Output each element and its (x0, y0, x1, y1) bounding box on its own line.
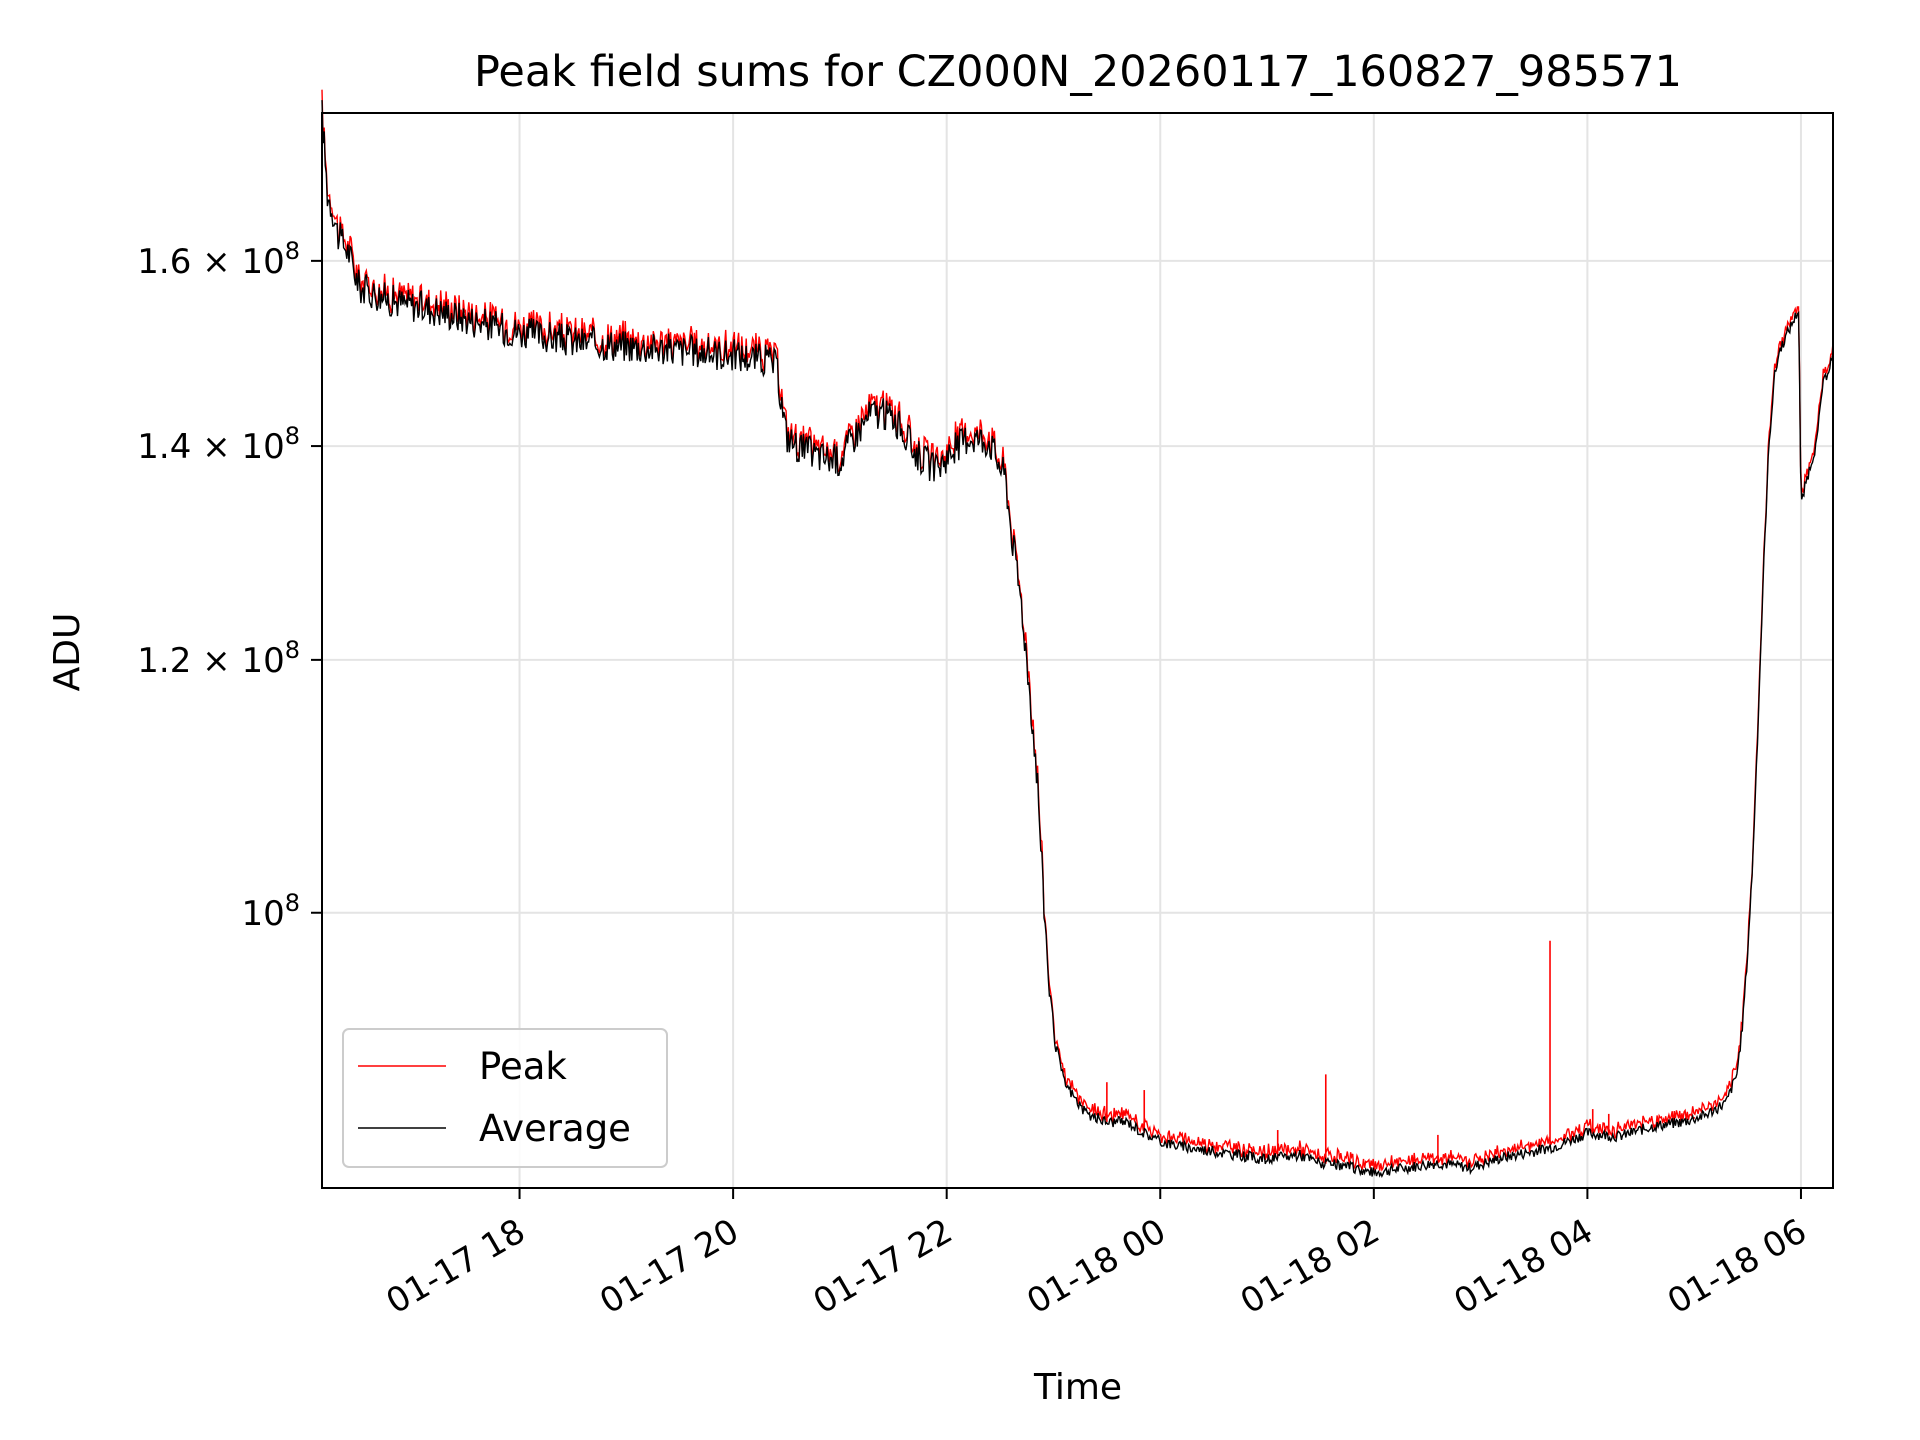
y-tick-label: 1.2 × 108 (137, 636, 300, 681)
grid (322, 113, 1833, 1188)
y-tick-label: 1.6 × 108 (137, 237, 300, 282)
y-tick-label: 1.4 × 108 (137, 422, 300, 467)
series-peak-line (321, 89, 1834, 1172)
legend-average-label: Average (479, 1107, 631, 1150)
legend-peak-label: Peak (479, 1045, 567, 1088)
legend: Peak Average (342, 1028, 668, 1168)
legend-box (342, 1028, 668, 1168)
axes-frame (321, 112, 1834, 1189)
y-tick-label: 108 (241, 889, 300, 934)
series-average-line (321, 100, 1834, 1178)
x-axis-label: Time (1033, 1367, 1122, 1408)
chart-title: Peak field sums for CZ000N_20260117_1608… (474, 47, 1682, 97)
y-axis-label: ADU (47, 613, 88, 692)
plot-area (321, 89, 1834, 1178)
